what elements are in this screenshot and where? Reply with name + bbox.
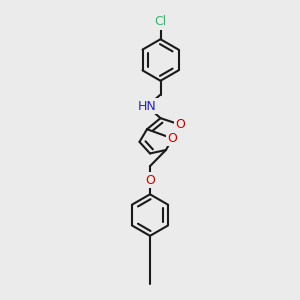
Text: Cl: Cl xyxy=(154,15,166,28)
Text: O: O xyxy=(168,132,177,145)
Text: O: O xyxy=(145,173,155,187)
Text: O: O xyxy=(175,118,185,131)
Text: HN: HN xyxy=(138,100,156,113)
